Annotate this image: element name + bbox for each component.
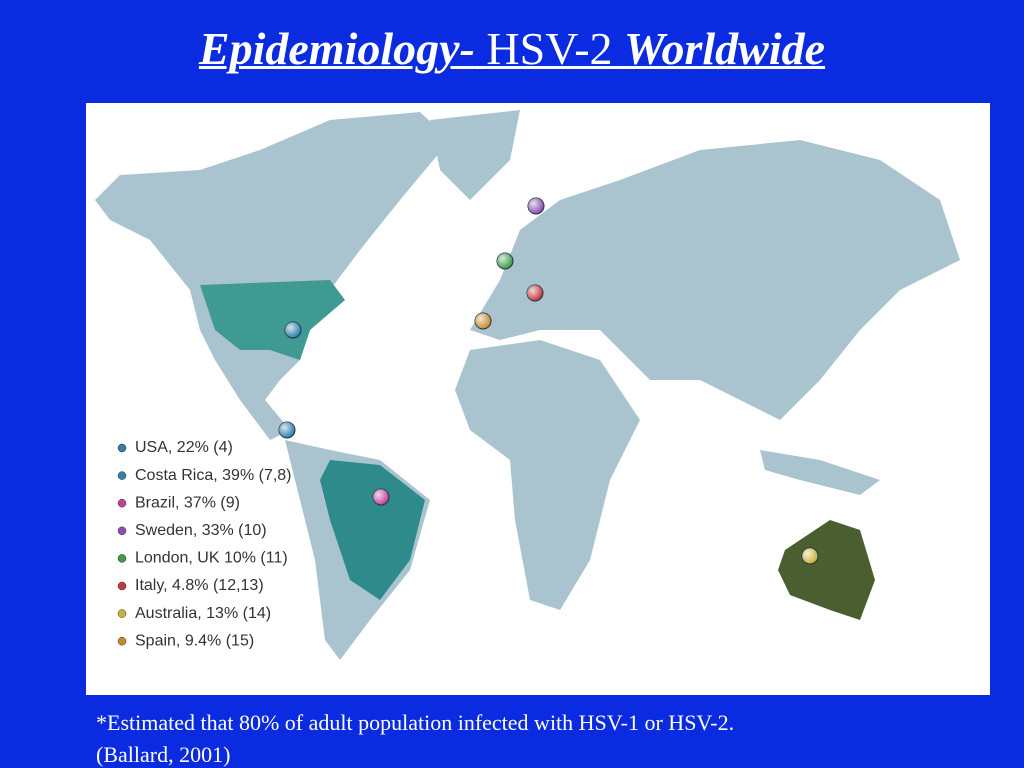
indonesia — [760, 450, 880, 495]
marker-shine — [802, 548, 818, 564]
title-part: Epidemiology- — [198, 23, 475, 74]
marker-shine — [373, 489, 389, 505]
legend-label: Australia, 13% (14) — [135, 605, 271, 622]
legend-label: Brazil, 37% (9) — [135, 494, 240, 511]
africa — [455, 340, 640, 610]
legend-label: Costa Rica, 39% (7,8) — [135, 467, 292, 484]
marker-shine — [279, 422, 295, 438]
legend-label: London, UK 10% (11) — [135, 550, 288, 567]
marker-shine — [285, 322, 301, 338]
eurasia — [470, 140, 960, 420]
usa — [200, 280, 345, 360]
brazil — [320, 460, 425, 600]
footnote: *Estimated that 80% of adult population … — [96, 710, 735, 735]
title-part: Worldwide — [624, 23, 826, 74]
legend-dot — [117, 526, 127, 536]
legend-dot — [117, 581, 127, 591]
legend-dot — [117, 471, 127, 480]
legend-dot — [117, 636, 127, 646]
legend-dot — [117, 554, 127, 563]
greenland — [430, 110, 520, 200]
north-america — [95, 112, 450, 440]
world-map: USA, 22% (4) Costa Rica, 39% (7,8) Brazil,… — [86, 103, 990, 695]
marker-shine — [527, 285, 543, 301]
legend-dot — [117, 498, 127, 508]
legend: USA, 22% (4) Costa Rica, 39% (7,8) Brazil,… — [117, 439, 292, 649]
legend-label: USA, 22% (4) — [135, 439, 233, 456]
footnote: (Ballard, 2001) — [96, 742, 231, 767]
australia — [778, 520, 875, 620]
legend-label: Italy, 4.8% (12,13) — [135, 577, 264, 594]
legend-label: Sweden, 33% (10) — [135, 522, 267, 539]
markers — [278, 197, 819, 565]
title-part: HSV-2 — [486, 23, 613, 74]
legend-dot — [117, 609, 127, 618]
legend-dot — [117, 443, 127, 453]
slide-title: Epidemiology- HSV-2 Worldwide — [0, 22, 1024, 75]
legend-label: Spain, 9.4% (15) — [135, 632, 254, 649]
marker-shine — [528, 198, 544, 214]
marker-shine — [497, 253, 513, 269]
marker-shine — [475, 313, 491, 329]
